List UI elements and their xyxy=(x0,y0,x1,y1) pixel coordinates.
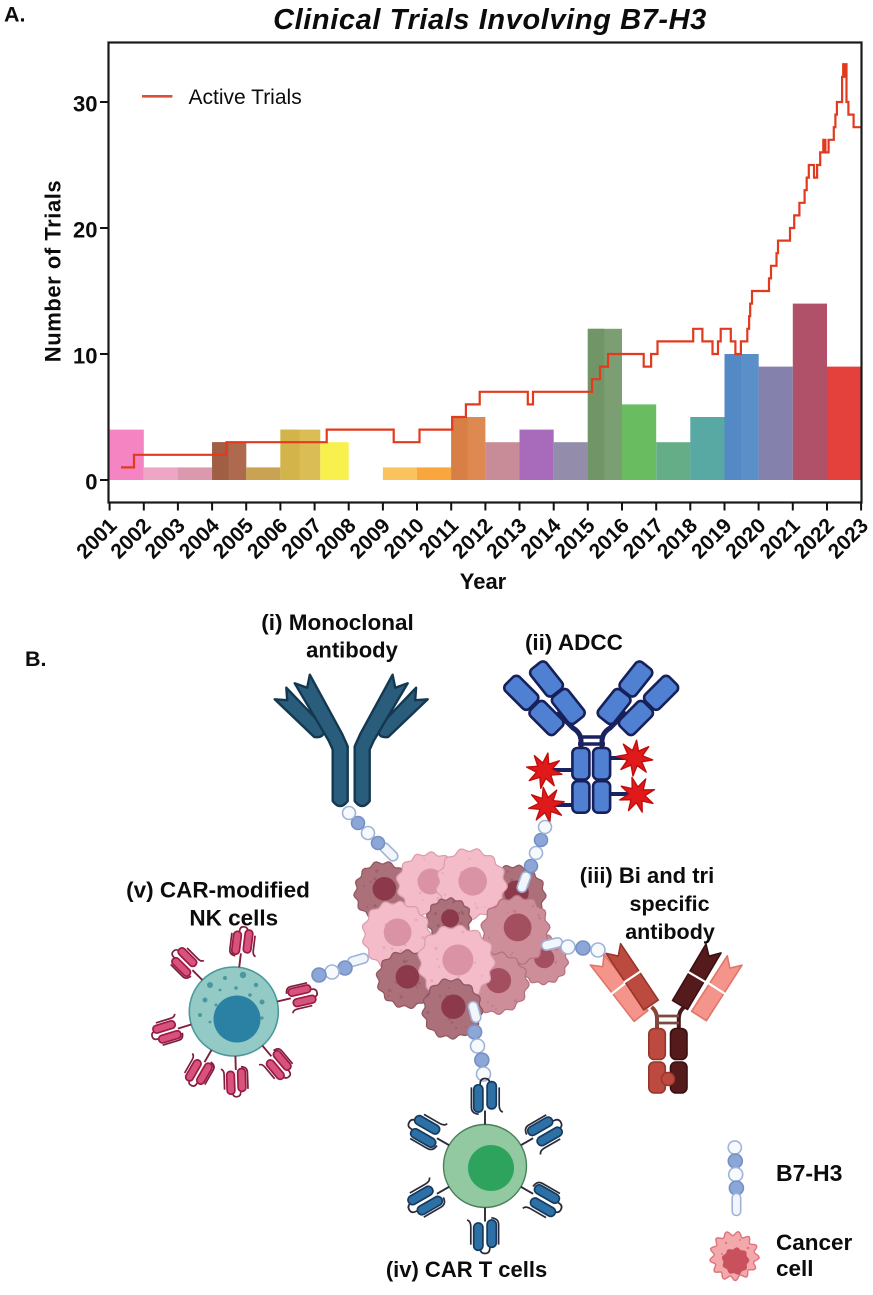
svg-text:(iv) CAR T cells: (iv) CAR T cells xyxy=(386,1257,547,1282)
svg-text:A.: A. xyxy=(4,3,26,27)
svg-text:10: 10 xyxy=(73,344,97,369)
svg-text:Clinical Trials Involving B7-H: Clinical Trials Involving B7-H3 xyxy=(273,4,707,36)
svg-text:20: 20 xyxy=(73,218,97,243)
svg-text:0: 0 xyxy=(85,470,97,495)
svg-text:cell: cell xyxy=(776,1256,814,1281)
svg-text:antibody: antibody xyxy=(625,920,715,944)
svg-text:NK cells: NK cells xyxy=(189,906,278,931)
svg-text:antibody: antibody xyxy=(306,638,398,663)
svg-text:Number of Trials: Number of Trials xyxy=(41,180,66,362)
svg-text:Cancer: Cancer xyxy=(776,1230,853,1255)
svg-text:Year: Year xyxy=(460,569,507,594)
svg-text:(ii) ADCC: (ii) ADCC xyxy=(525,630,623,655)
svg-text:(i) Monoclonal: (i) Monoclonal xyxy=(261,610,413,635)
svg-text:Active Trials: Active Trials xyxy=(189,86,302,109)
svg-text:(iii) Bi and tri: (iii) Bi and tri xyxy=(580,863,714,888)
svg-text:specific: specific xyxy=(630,892,710,916)
svg-text:B7-H3: B7-H3 xyxy=(776,1160,842,1186)
svg-text:B.: B. xyxy=(25,647,47,671)
svg-text:(v) CAR-modified: (v) CAR-modified xyxy=(126,878,310,903)
svg-text:30: 30 xyxy=(73,92,97,117)
